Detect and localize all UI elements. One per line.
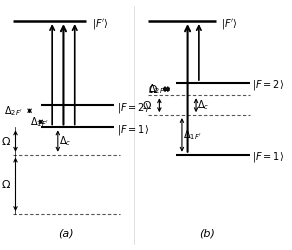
Text: (b): (b) bbox=[199, 229, 215, 239]
Text: $\Delta_c$: $\Delta_c$ bbox=[59, 134, 72, 148]
Text: $|F=1\rangle$: $|F=1\rangle$ bbox=[253, 150, 284, 164]
Text: $\Delta_{1F^{\prime}}$: $\Delta_{1F^{\prime}}$ bbox=[29, 115, 48, 129]
Text: $|F=1\rangle$: $|F=1\rangle$ bbox=[117, 123, 149, 137]
Text: $\Delta_{2F^{\prime}}$: $\Delta_{2F^{\prime}}$ bbox=[4, 104, 23, 118]
Text: $|F=2\rangle$: $|F=2\rangle$ bbox=[253, 78, 284, 92]
Text: $\Omega$: $\Omega$ bbox=[1, 178, 11, 190]
Text: $\Delta_{2F^{\prime}}$: $\Delta_{2F^{\prime}}$ bbox=[148, 82, 167, 96]
Text: (a): (a) bbox=[58, 229, 74, 239]
Text: $\Omega$: $\Omega$ bbox=[142, 99, 152, 111]
Text: $|F'\rangle$: $|F'\rangle$ bbox=[92, 17, 108, 31]
Text: $\Omega$: $\Omega$ bbox=[1, 135, 11, 147]
Text: $|F=2\rangle$: $|F=2\rangle$ bbox=[117, 101, 149, 115]
Text: $\Delta_c$: $\Delta_c$ bbox=[197, 98, 210, 112]
Text: $\Delta_{1F^{\prime}}$: $\Delta_{1F^{\prime}}$ bbox=[183, 128, 202, 142]
Text: $|F'\rangle$: $|F'\rangle$ bbox=[221, 17, 238, 31]
Text: $\Omega$: $\Omega$ bbox=[148, 83, 158, 95]
